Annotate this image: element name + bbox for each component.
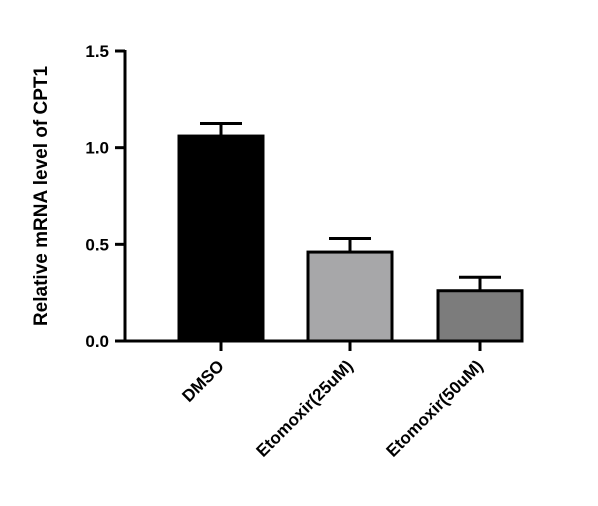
bar <box>436 289 524 343</box>
y-tick-label: 0.0 <box>85 332 109 351</box>
error-bars <box>200 122 501 291</box>
bars <box>177 134 524 343</box>
x-tick-label: Etomoxir(25uM) <box>253 356 357 460</box>
bar <box>306 250 394 343</box>
x-tick-label: DMSO <box>178 356 227 405</box>
y-tick-label: 0.5 <box>85 235 109 254</box>
y-tick-label: 1.5 <box>85 42 109 61</box>
tick-labels: 0.0 0.5 1.0 1.5 DMSO Etomoxir(25uM) Etomoxir(5… <box>85 42 486 461</box>
x-tick-label: Etomoxir(50uM) <box>383 356 487 460</box>
y-tick-label: 1.0 <box>85 139 109 158</box>
y-axis-title: Relative mRNA level of CPT1 <box>31 66 52 327</box>
bar <box>177 134 265 343</box>
